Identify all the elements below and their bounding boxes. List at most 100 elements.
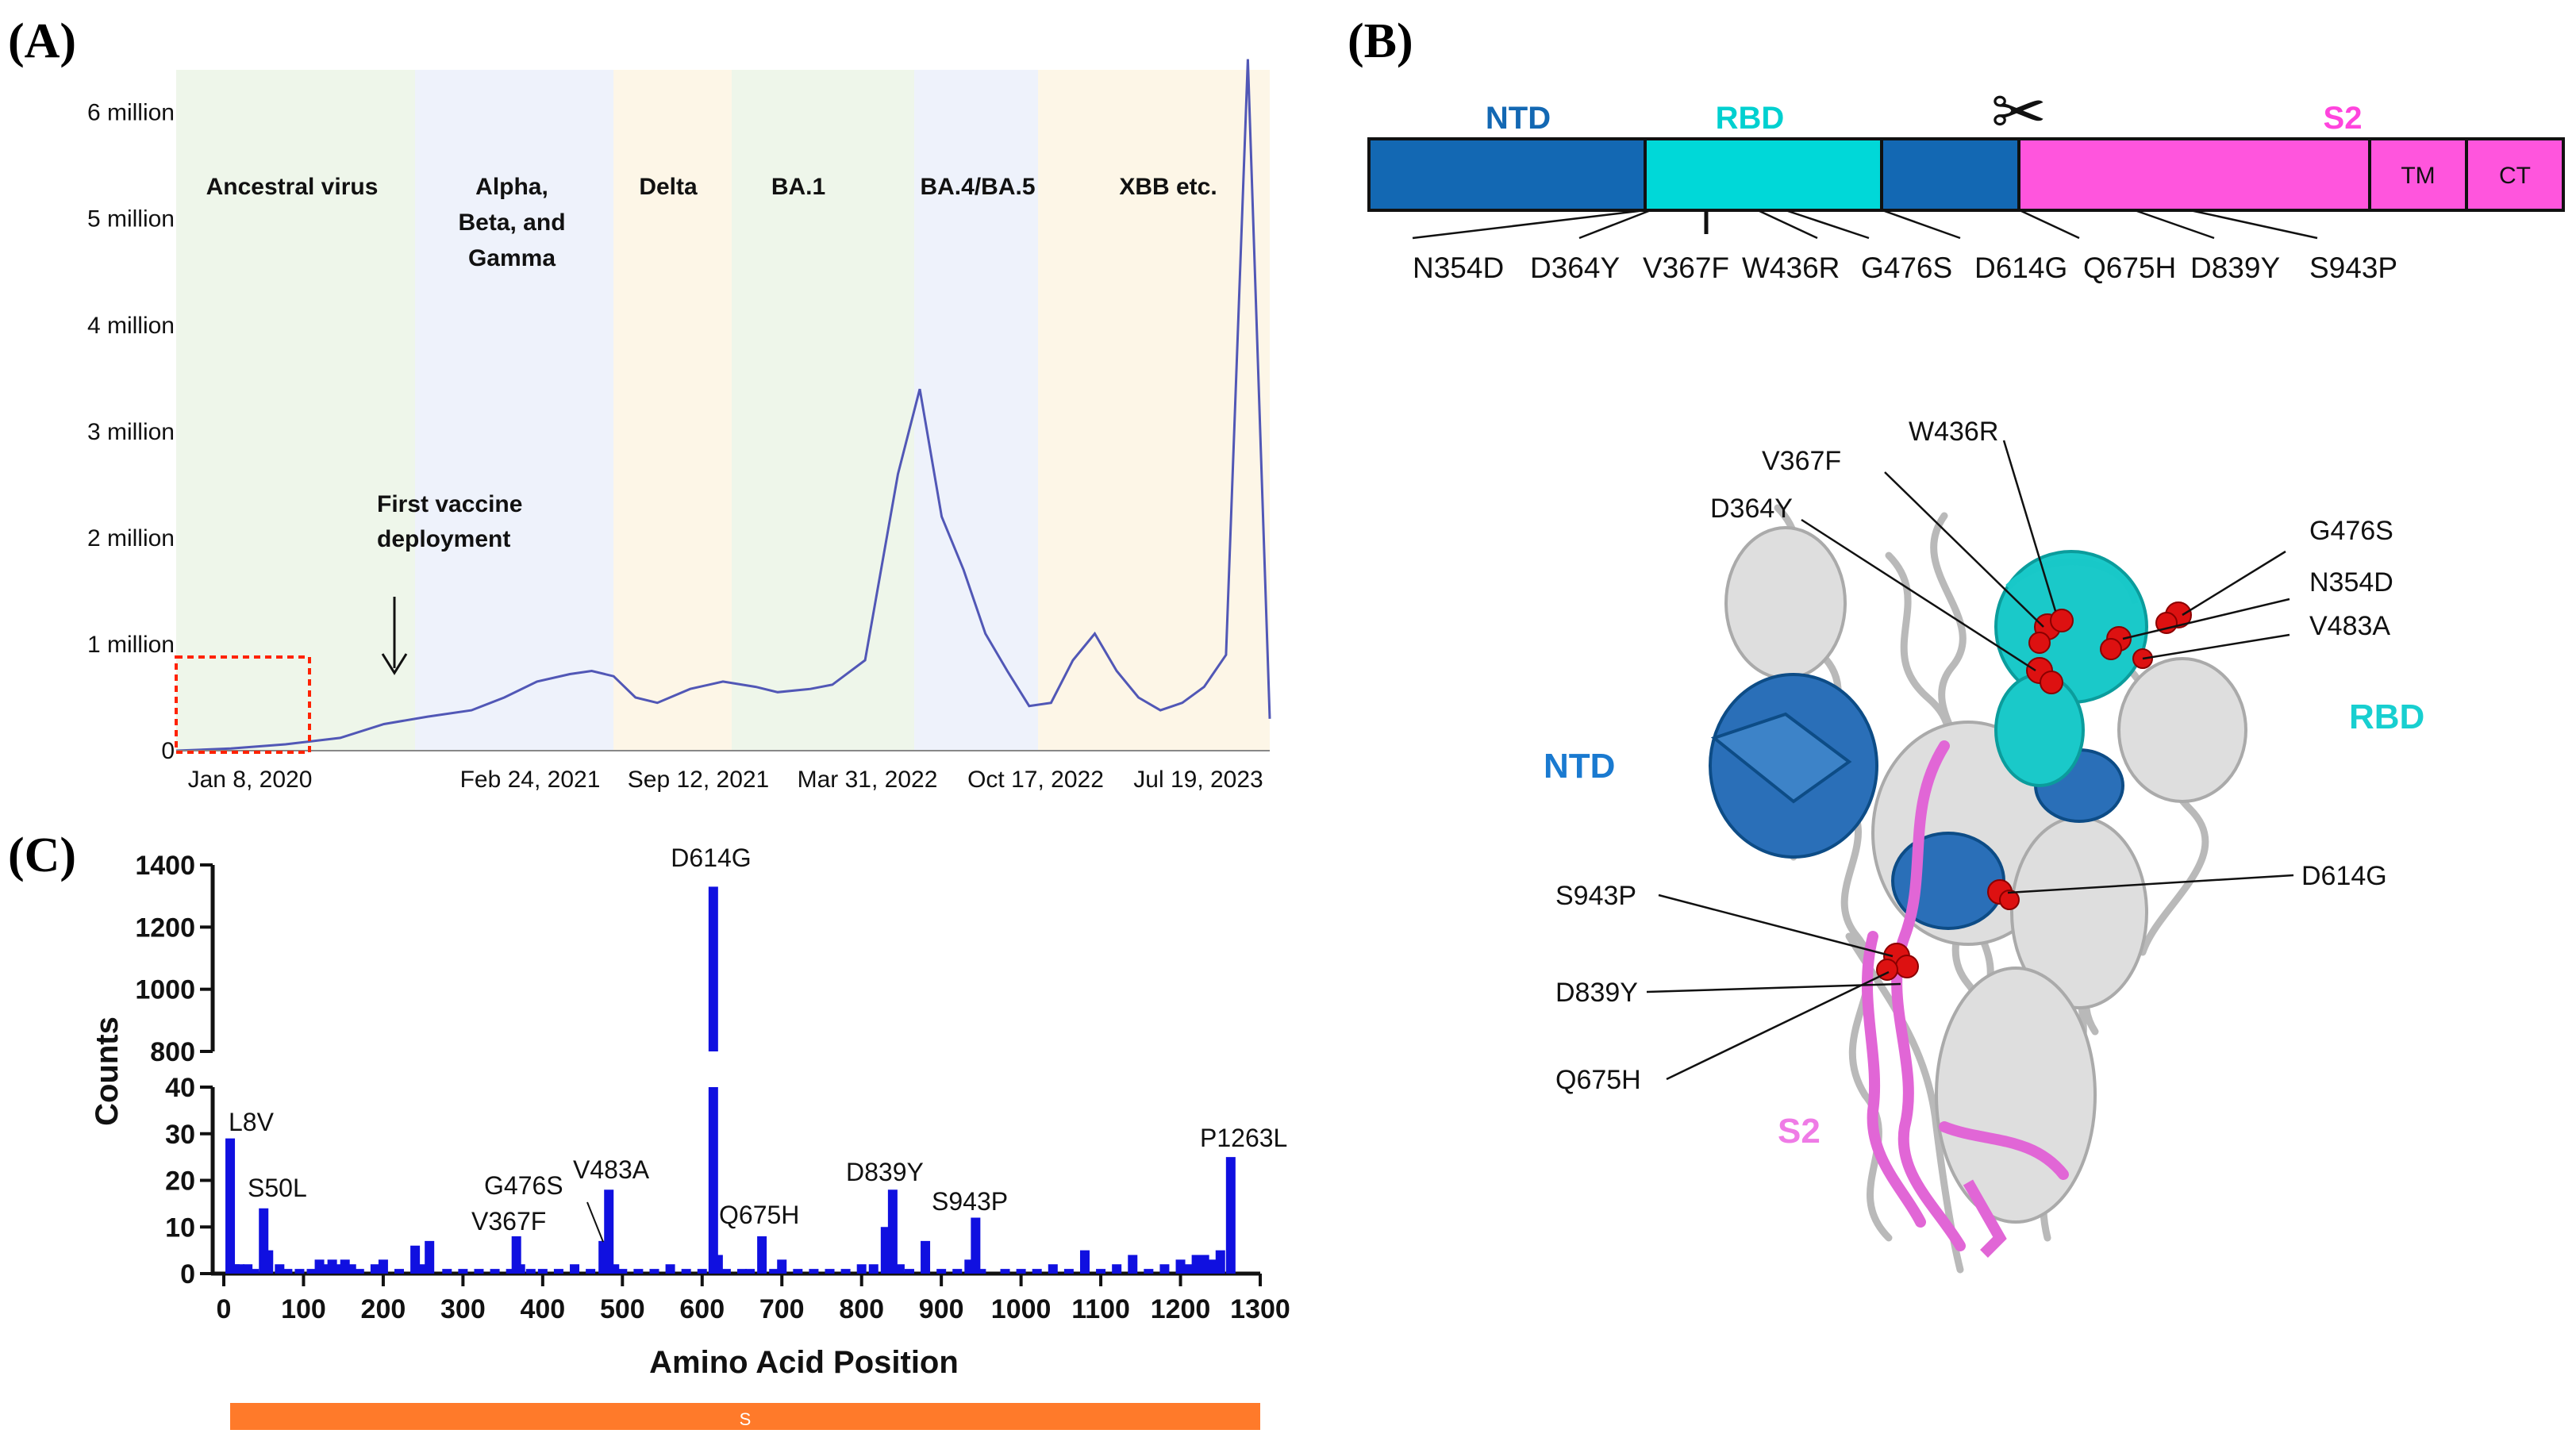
structure-mutation-labels: W436R V367F D364Y G476S N354D V483A D614… — [1555, 417, 2393, 1095]
count-bar — [921, 1240, 931, 1274]
count-bar — [708, 1087, 718, 1274]
count-bar — [553, 1269, 563, 1274]
count-bar — [1159, 1264, 1170, 1274]
x-tick-label: 600 — [679, 1294, 725, 1324]
s-protein-bar-label: S — [740, 1409, 752, 1429]
x-tick-label: Oct 17, 2022 — [967, 767, 1104, 793]
count-bar — [825, 1269, 835, 1274]
panel-b-label: (B) — [1348, 14, 1413, 68]
x-tick-label: 800 — [839, 1294, 884, 1324]
bar-annotation: D614G — [671, 844, 751, 872]
panel-a: (A) Ancestral virus Alpha, Beta, and Gamma D… — [8, 14, 1271, 793]
era-band — [176, 70, 415, 751]
x-tick-label: 1200 — [1151, 1294, 1211, 1324]
structure-mutation-label: S943P — [1555, 881, 1636, 911]
y-tick-label: 1400 — [135, 851, 195, 881]
count-bar — [1207, 1259, 1217, 1274]
count-bar — [275, 1264, 285, 1274]
count-bar — [1112, 1264, 1122, 1274]
ct-label: CT — [2499, 163, 2531, 189]
count-bar — [904, 1269, 914, 1274]
count-bar — [681, 1269, 691, 1274]
rbd-domain — [1644, 137, 1883, 212]
mutation-leaders — [1412, 209, 2318, 240]
era-label: Alpha, — [475, 174, 548, 200]
count-bar — [713, 1255, 723, 1274]
y-tick-label: 2 million — [87, 525, 175, 551]
count-bar — [586, 1269, 596, 1274]
count-bar — [936, 1269, 947, 1274]
count-bar — [235, 1264, 245, 1274]
count-bar — [346, 1264, 356, 1274]
y-tick-label: 6 million — [87, 100, 175, 126]
count-bar — [1016, 1269, 1026, 1274]
y-tick-label: 5 million — [87, 206, 175, 233]
structure-ntd-label: NTD — [1544, 747, 1615, 786]
x-tick-label: Jan 8, 2020 — [188, 767, 313, 793]
structure-mutation-label: Q675H — [1555, 1065, 1641, 1095]
y-tick-label: 30 — [165, 1120, 195, 1150]
era-band — [613, 70, 732, 751]
x-tick-label: Mar 31, 2022 — [798, 767, 938, 793]
y-tick-label: 1200 — [135, 913, 195, 943]
bar-annotation: G476S — [484, 1171, 563, 1200]
y-tick-label: 20 — [165, 1166, 195, 1197]
count-bar — [570, 1264, 580, 1274]
count-bar — [394, 1269, 405, 1274]
bar-annotation: Q675H — [719, 1201, 799, 1229]
count-bar — [840, 1269, 851, 1274]
count-bar — [294, 1269, 305, 1274]
case-count-line — [175, 59, 1271, 752]
early-period-highlight-box — [175, 655, 311, 754]
x-tick-label: 900 — [919, 1294, 964, 1324]
structure-ntd-region — [1709, 673, 2124, 930]
count-bar — [976, 1269, 986, 1274]
count-bar — [777, 1259, 787, 1274]
era-label: Beta, and — [458, 209, 565, 236]
x-tick-label: 100 — [281, 1294, 326, 1324]
count-bar — [334, 1264, 344, 1274]
count-bar — [1191, 1255, 1201, 1274]
panel-c-label: (C) — [8, 828, 76, 882]
count-bar — [809, 1269, 819, 1274]
count-bar — [321, 1264, 331, 1274]
x-tick-label: 1300 — [1230, 1294, 1290, 1324]
s2-title: S2 — [2324, 101, 2363, 136]
tm-domain — [2368, 137, 2468, 212]
x-axis-title: Amino Acid Position — [649, 1345, 959, 1380]
count-bar — [880, 1227, 890, 1274]
count-bar — [1048, 1264, 1058, 1274]
s2-domain — [2017, 137, 2371, 212]
mutation-label: D839Y — [2190, 252, 2280, 284]
count-bar — [649, 1269, 659, 1274]
count-bar — [410, 1245, 421, 1274]
count-bar — [263, 1250, 274, 1274]
count-bar — [1079, 1250, 1090, 1274]
count-bar — [515, 1264, 525, 1274]
x-tick-label: 1000 — [991, 1294, 1052, 1324]
x-tick-label: 200 — [361, 1294, 406, 1324]
x-tick-label: 300 — [440, 1294, 486, 1324]
count-bar — [1175, 1259, 1186, 1274]
count-bar — [506, 1269, 516, 1274]
count-bar — [230, 1264, 240, 1274]
count-bar-upper — [708, 886, 718, 1051]
mutation-labels: N354D D364Y V367F W436R G476S D614G Q675… — [1413, 252, 2397, 284]
x-tick-label: Feb 24, 2021 — [460, 767, 601, 793]
count-bar — [609, 1264, 620, 1274]
count-bar — [793, 1269, 803, 1274]
count-bar — [1000, 1269, 1010, 1274]
count-bar — [757, 1236, 767, 1274]
bar-annotation: P1263L — [1200, 1124, 1287, 1152]
count-bar — [665, 1264, 675, 1274]
count-bar — [474, 1269, 484, 1274]
vaccine-annotation-line1: First vaccine — [377, 491, 522, 517]
era-band — [732, 70, 914, 751]
vaccine-annotation-line2: deployment — [377, 526, 510, 552]
count-bar — [1183, 1264, 1194, 1274]
mutation-label: G476S — [1861, 252, 1952, 284]
structure-mutation-label: D839Y — [1555, 978, 1638, 1008]
count-bar — [537, 1269, 548, 1274]
y-tick-label: 3 million — [87, 419, 175, 445]
